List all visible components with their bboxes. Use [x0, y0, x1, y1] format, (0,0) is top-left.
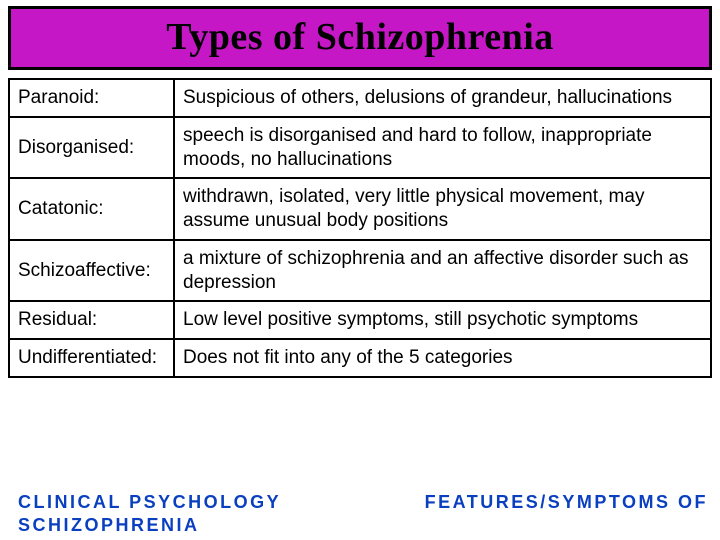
type-cell: Schizoaffective:	[9, 240, 174, 302]
desc-cell: speech is disorganised and hard to follo…	[174, 117, 711, 179]
footer-left: CLINICAL PSYCHOLOGYSCHIZOPHRENIA	[18, 491, 281, 536]
table-row: Residual: Low level positive symptoms, s…	[9, 301, 711, 339]
table-row: Catatonic: withdrawn, isolated, very lit…	[9, 178, 711, 240]
desc-cell: a mixture of schizophrenia and an affect…	[174, 240, 711, 302]
type-cell: Catatonic:	[9, 178, 174, 240]
type-cell: Paranoid:	[9, 79, 174, 117]
table-row: Paranoid: Suspicious of others, delusion…	[9, 79, 711, 117]
footer: CLINICAL PSYCHOLOGYSCHIZOPHRENIA FEATURE…	[0, 485, 720, 540]
table-row: Disorganised: speech is disorganised and…	[9, 117, 711, 179]
table-row: Undifferentiated: Does not fit into any …	[9, 339, 711, 377]
types-table: Paranoid: Suspicious of others, delusion…	[8, 78, 712, 378]
type-cell: Disorganised:	[9, 117, 174, 179]
page-title: Types of Schizophrenia	[166, 16, 554, 58]
desc-cell: Low level positive symptoms, still psych…	[174, 301, 711, 339]
table-row: Schizoaffective: a mixture of schizophre…	[9, 240, 711, 302]
type-cell: Residual:	[9, 301, 174, 339]
desc-cell: withdrawn, isolated, very little physica…	[174, 178, 711, 240]
footer-right: FEATURES/SYMPTOMS OF	[425, 491, 708, 536]
title-bar: Types of Schizophrenia	[8, 6, 712, 70]
type-cell: Undifferentiated:	[9, 339, 174, 377]
desc-cell: Does not fit into any of the 5 categorie…	[174, 339, 711, 377]
desc-cell: Suspicious of others, delusions of grand…	[174, 79, 711, 117]
